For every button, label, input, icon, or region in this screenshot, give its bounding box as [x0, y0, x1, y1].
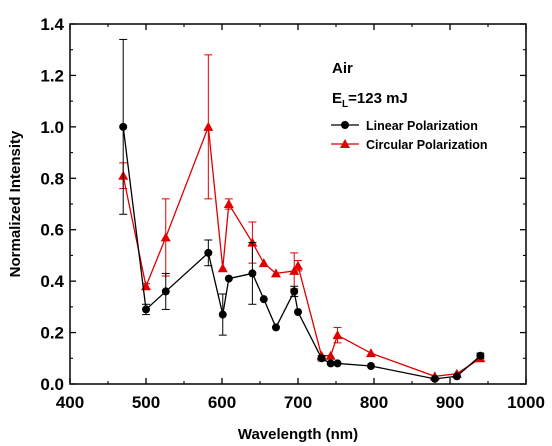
y-tick-label: 0.8	[40, 169, 64, 188]
data-point-circular	[203, 121, 214, 131]
data-point-circular	[365, 348, 376, 358]
data-point-circular	[289, 265, 300, 275]
x-tick-label: 1000	[507, 393, 545, 412]
data-point-linear	[366, 362, 375, 370]
y-tick-label: 1.4	[40, 15, 64, 34]
y-tick-label: 1.2	[40, 66, 64, 85]
data-point-linear	[290, 287, 299, 296]
data-point-linear	[430, 374, 439, 383]
data-point-circular	[293, 260, 303, 270]
series-line-circular	[122, 126, 481, 377]
data-point-linear	[259, 295, 268, 304]
y-tick-label: 0.2	[40, 324, 64, 343]
series-circular	[118, 54, 486, 381]
y-tick-label: 0.4	[40, 272, 64, 291]
data-point-linear	[142, 305, 150, 314]
plot-frame	[69, 23, 527, 385]
y-tick-label: 0.6	[40, 221, 64, 240]
data-point-circular	[325, 350, 336, 360]
y-tick-label: 0.0	[40, 375, 64, 394]
legend-label-linear: Linear Polarization	[366, 119, 478, 133]
data-point-linear	[224, 274, 233, 283]
x-tick-label: 800	[360, 393, 388, 412]
data-point-circular	[332, 330, 343, 340]
axis-ticks: 400 500 600 700 800 900 1000 0.0 0.2 0.4 0.6 0.8 1.0…	[40, 15, 545, 412]
annotation-energy: EL=123 mJ	[332, 90, 408, 110]
data-point-circular	[258, 258, 269, 268]
data-point-linear	[119, 122, 128, 131]
series-line-linear	[122, 126, 481, 380]
legend-marker-circular	[340, 139, 350, 148]
x-tick-label: 700	[284, 393, 312, 412]
x-tick-label: 600	[208, 393, 236, 412]
annotation-medium: Air	[332, 60, 353, 77]
data-point-linear	[452, 372, 461, 381]
legend: Linear Polarization Circular Polarizatio…	[331, 119, 488, 152]
y-tick-label: 1.0	[40, 118, 64, 137]
data-point-linear	[333, 359, 342, 368]
data-point-linear	[476, 351, 485, 360]
x-tick-label: 500	[132, 393, 160, 412]
x-tick-label: 900	[436, 393, 464, 412]
legend-marker-linear	[341, 121, 349, 129]
data-point-circular	[217, 263, 228, 273]
data-point-linear	[218, 310, 227, 319]
data-point-linear	[248, 269, 257, 278]
data-point-linear	[271, 323, 280, 332]
x-axis-title: Wavelength (nm)	[238, 426, 358, 443]
y-axis-title: Normalized Intensity	[7, 130, 24, 277]
data-point-circular	[223, 199, 234, 208]
data-point-linear	[326, 359, 335, 368]
data-point-circular	[247, 237, 258, 247]
data-point-circular	[270, 268, 281, 278]
data-point-linear	[294, 308, 302, 316]
legend-label-circular: Circular Polarization	[366, 138, 488, 152]
data-point-circular	[160, 232, 171, 242]
series-layer	[118, 38, 486, 383]
data-point-linear	[161, 287, 170, 296]
series-linear	[119, 38, 485, 383]
data-point-linear	[317, 354, 326, 363]
data-point-linear	[204, 248, 213, 257]
x-tick-label: 400	[56, 393, 84, 412]
